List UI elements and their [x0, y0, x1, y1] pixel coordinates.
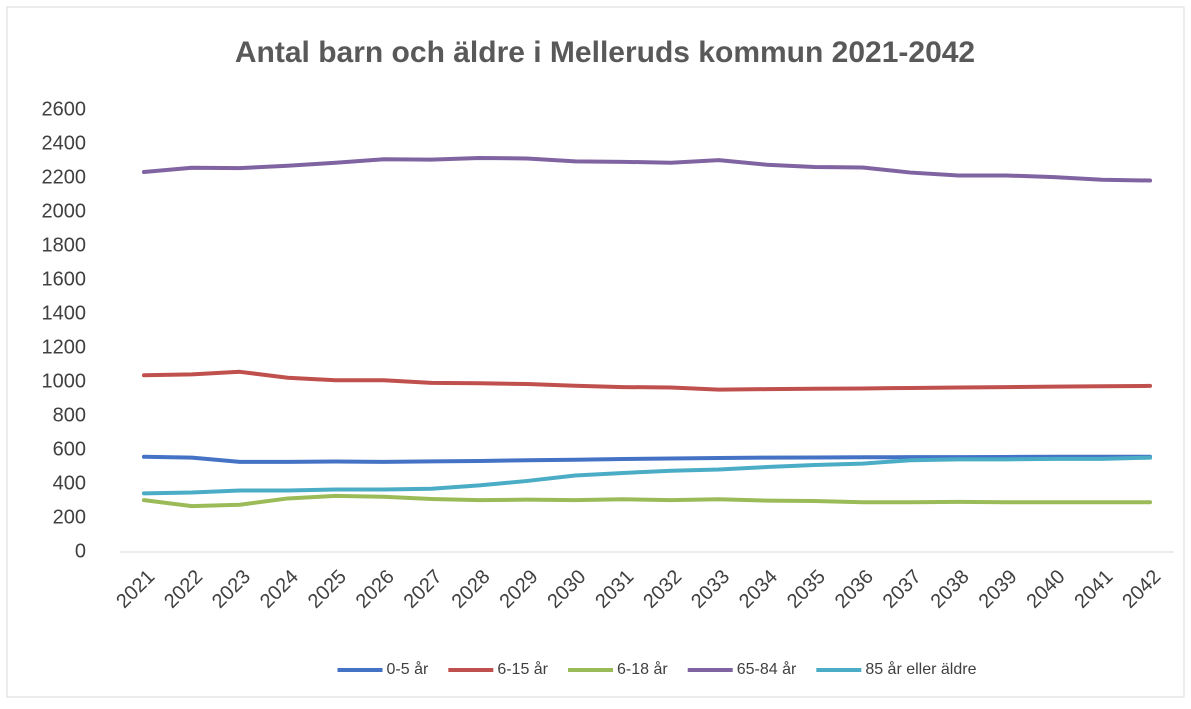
y-tick-label: 1200: [42, 336, 87, 358]
legend-label: 6-15 år: [497, 660, 548, 678]
y-tick-label: 1000: [42, 370, 87, 392]
legend-label: 85 år eller äldre: [865, 660, 976, 678]
y-tick-label: 1800: [42, 234, 87, 256]
y-tick-label: 400: [53, 472, 86, 494]
legend-label: 6-18 år: [617, 660, 668, 678]
y-tick-label: 2000: [42, 200, 87, 222]
series-line: [141, 493, 1153, 509]
chart-frame: [6, 6, 1185, 698]
y-tick-label: 800: [53, 404, 86, 426]
series-line: [141, 155, 1153, 183]
y-tick-label: 600: [53, 438, 86, 460]
chart-title: Antal barn och äldre i Melleruds kommun …: [235, 36, 975, 69]
y-tick-label: 1600: [42, 268, 87, 290]
legend-label: 0-5 år: [387, 660, 429, 678]
y-tick-label: 2400: [42, 132, 87, 154]
series-line: [141, 369, 1153, 392]
y-tick-label: 2200: [42, 166, 87, 188]
series-line: [141, 454, 1153, 464]
series-line: [141, 455, 1153, 496]
y-tick-label: 200: [53, 506, 86, 528]
y-tick-label: 1400: [42, 302, 87, 324]
y-tick-label: 0: [75, 540, 86, 562]
y-tick-label: 2600: [42, 98, 87, 120]
legend-label: 65-84 år: [737, 660, 797, 678]
